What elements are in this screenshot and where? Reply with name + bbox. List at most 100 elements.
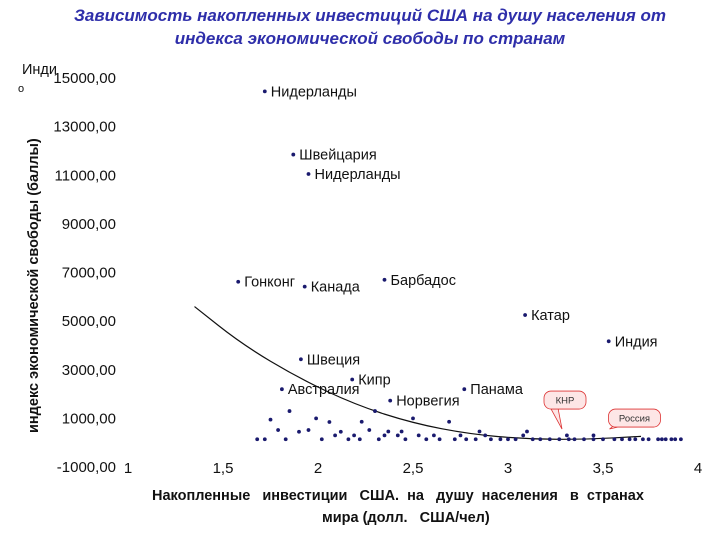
data-point: [483, 433, 488, 438]
data-point: [565, 433, 569, 438]
data-point: [373, 409, 377, 413]
y-axis-corner-fragment: о: [18, 83, 24, 95]
x-tick-label: 3: [504, 460, 512, 477]
x-axis-ticks: 1 1,5 2 2,5 3 3,5 4: [124, 460, 702, 477]
data-point: [357, 437, 362, 442]
data-point: [306, 172, 311, 176]
data-point: [679, 437, 683, 442]
data-point: [462, 387, 467, 392]
y-tick-label: 7000,00: [62, 265, 116, 282]
data-point: [327, 420, 332, 424]
data-point: [297, 429, 301, 434]
data-point: [382, 277, 387, 282]
data-point: [538, 437, 543, 442]
data-point: [447, 419, 451, 424]
data-point: [669, 437, 674, 442]
point-label: Австралия: [288, 382, 360, 398]
data-point: [620, 437, 624, 442]
point-label: Катар: [531, 308, 570, 324]
x-tick-label: 2,5: [403, 460, 424, 477]
y-axis-corner-label: Инди: [22, 62, 57, 78]
data-point: [411, 416, 415, 421]
data-point: [346, 437, 351, 442]
data-point: [646, 437, 651, 442]
data-point: [314, 416, 318, 421]
data-point: [591, 437, 596, 442]
data-point: [601, 437, 605, 442]
data-point: [498, 437, 503, 442]
data-point: [399, 429, 404, 434]
x-axis-title-line-2: мира (долл. США/чел): [322, 510, 490, 526]
data-point: [287, 409, 292, 413]
labeled-point: Нидерланды: [262, 84, 357, 100]
data-point: [283, 437, 288, 442]
y-tick-label: 13000,00: [53, 119, 116, 136]
callout-label: Россия: [619, 414, 650, 425]
data-point: [572, 437, 577, 442]
y-tick-label: 3000,00: [62, 362, 116, 379]
callout: Россия: [608, 408, 661, 430]
point-label: Канада: [311, 280, 361, 296]
labeled-point: Гонконг: [236, 275, 295, 291]
labeled-point: Кипр: [350, 372, 391, 388]
data-point: [319, 437, 324, 442]
data-point: [306, 428, 311, 432]
point-label: Кипр: [358, 372, 390, 388]
data-point: [376, 437, 381, 442]
x-tick-label: 4: [694, 460, 702, 477]
chart-title: Зависимость накопленных инвестиций США н…: [30, 4, 710, 50]
data-point: [633, 437, 638, 442]
y-tick-label: 5000,00: [62, 313, 116, 330]
data-points: [255, 409, 683, 442]
data-point: [506, 437, 510, 442]
callout: КНР: [543, 390, 587, 430]
data-point: [530, 437, 535, 442]
data-point: [656, 437, 660, 442]
y-axis-title-group: Инди о индекс экономической свободы (бал…: [18, 62, 57, 433]
data-point: [612, 437, 617, 442]
callout-label: КНР: [556, 396, 575, 407]
data-point: [299, 357, 303, 362]
data-point: [432, 433, 436, 438]
data-point: [477, 429, 482, 434]
callout-pointer: [549, 406, 563, 430]
labeled-point: Барбадос: [382, 273, 456, 289]
data-point: [416, 433, 421, 438]
data-point: [262, 437, 267, 442]
data-point: [523, 313, 527, 317]
labeled-point: Швеция: [299, 352, 360, 368]
point-label: Швейцария: [299, 148, 376, 164]
data-point: [547, 437, 552, 442]
callout-box: [608, 408, 661, 428]
data-point: [606, 339, 611, 344]
data-point: [291, 152, 296, 157]
point-label: Панама: [470, 382, 524, 398]
data-point: [280, 387, 284, 392]
data-point: [268, 417, 273, 422]
point-label: Швеция: [307, 352, 360, 368]
chart-title-line-2: индекса экономической свободы по странам: [174, 29, 566, 48]
data-point: [464, 437, 469, 442]
labeled-point: Швейцария: [291, 148, 377, 164]
data-point: [673, 437, 678, 442]
data-point: [582, 437, 586, 442]
x-tick-label: 2: [314, 460, 322, 477]
data-point: [388, 398, 393, 403]
point-label: Барбадос: [391, 273, 456, 289]
y-tick-label: 9000,00: [62, 216, 116, 233]
data-point: [627, 437, 632, 442]
data-point: [403, 437, 408, 442]
point-label: Норвегия: [396, 394, 459, 410]
data-point: [424, 437, 429, 442]
data-point: [386, 429, 391, 434]
y-tick-label: 11000,00: [55, 167, 116, 184]
labeled-point: Катар: [523, 308, 570, 324]
callout-box: [543, 390, 587, 410]
x-axis-title-line-1: Накопленные инвестиции США. на душу насе…: [152, 488, 644, 504]
data-point: [236, 279, 241, 284]
y-tick-label: -1000,00: [57, 459, 116, 476]
labeled-points: Нидерланды Швейцария Нидерланды Гонконг Кана…: [236, 84, 658, 410]
data-point: [302, 284, 307, 289]
labeled-point: Панама: [462, 382, 524, 398]
